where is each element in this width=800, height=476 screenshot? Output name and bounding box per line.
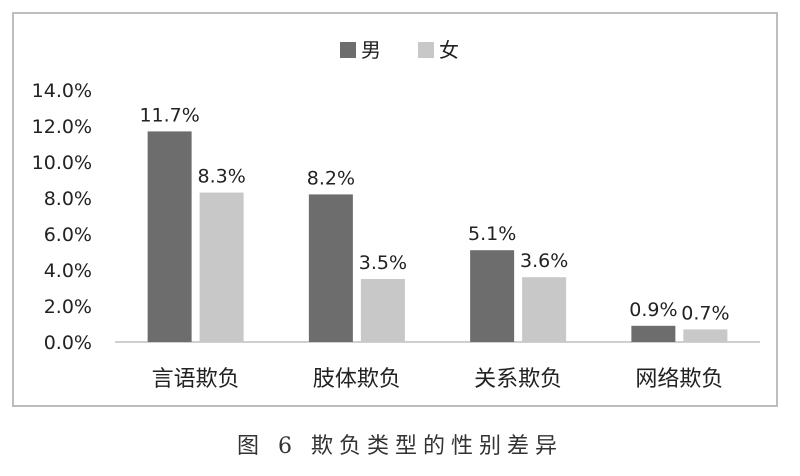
data-labels: 11.7% 8.3% 8.2% 3.5% 5.1%3.6% 0.9% 0.7% <box>139 104 729 324</box>
data-label: 3.6% <box>520 250 568 272</box>
category-label: 言语欺负 <box>152 367 240 392</box>
y-tick-label: 2.0% <box>44 296 92 318</box>
data-label: 0.9% <box>629 299 677 321</box>
data-label: 0.7% <box>681 302 729 324</box>
data-label: 8.3% <box>197 166 245 188</box>
data-label: 8.2% <box>307 167 355 189</box>
y-tick-label: 4.0% <box>44 260 92 282</box>
category-labels: 言语欺负 肢体欺负 关系欺负 网络欺负 <box>152 367 724 392</box>
legend-label: 女 <box>439 38 459 62</box>
y-tick-label: 0.0% <box>44 332 92 354</box>
bar-female <box>360 279 405 342</box>
legend-swatch <box>340 42 356 58</box>
bar-male <box>147 131 192 342</box>
y-axis-tick-labels: 0.0% 2.0% 4.0% 6.0% 8.0% 10.0% 12.0% 14.0% <box>32 80 92 354</box>
bar-female <box>683 329 728 342</box>
bars-group <box>147 131 728 342</box>
category-label: 网络欺负 <box>635 367 723 392</box>
bar-male <box>470 250 515 342</box>
bar-female <box>522 277 567 342</box>
y-tick-label: 14.0% <box>32 80 92 102</box>
y-tick-label: 10.0% <box>32 152 92 174</box>
bar-female <box>199 192 244 342</box>
legend-swatch <box>418 42 434 58</box>
y-tick-label: 6.0% <box>44 224 92 246</box>
y-tick-label: 8.0% <box>44 188 92 210</box>
data-label: 3.5% <box>359 252 407 274</box>
data-label: 11.7% <box>139 104 199 126</box>
category-label: 肢体欺负 <box>313 367 401 392</box>
y-tick-label: 12.0% <box>32 116 92 138</box>
data-label: 5.1% <box>468 223 516 245</box>
category-label: 关系欺负 <box>474 367 562 392</box>
figure-caption: 图 6 欺负类型的性别差异 <box>237 434 563 459</box>
legend: 男女 <box>340 38 459 62</box>
bar-chart: 男女 0.0%2.0%4.0%6.0%8.0%10.0%12.0%14.0% 1… <box>32 38 760 392</box>
legend-label: 男 <box>361 38 381 62</box>
bar-male <box>308 194 353 342</box>
bar-male <box>631 325 676 342</box>
